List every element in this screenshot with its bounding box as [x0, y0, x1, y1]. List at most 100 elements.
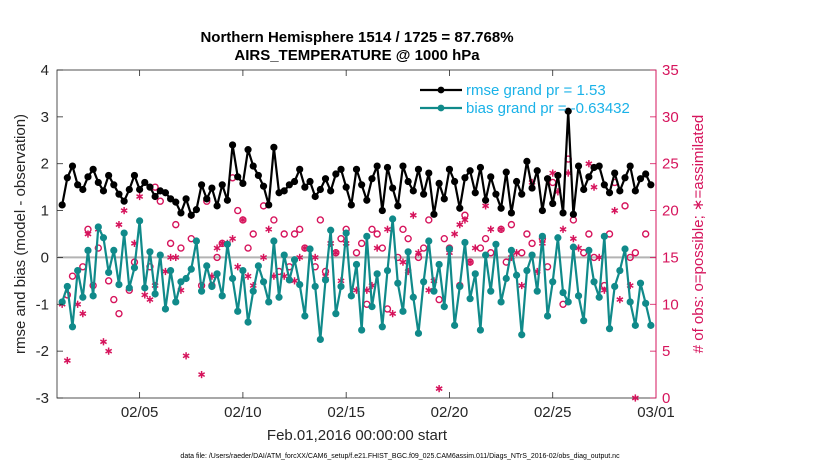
obs-possible-point	[172, 220, 180, 229]
rmse-point	[74, 181, 82, 189]
rmse-point	[574, 162, 583, 170]
rmse-point	[399, 162, 407, 170]
rmse-point	[420, 190, 428, 198]
obs-possible-point	[249, 230, 257, 238]
bias-point	[146, 248, 154, 256]
obs-possible-point	[373, 230, 381, 238]
bias-point	[120, 229, 128, 237]
obs-possible-point	[523, 230, 531, 238]
rmse-point	[146, 183, 154, 191]
bias-point	[177, 278, 185, 286]
bias-point	[249, 287, 257, 295]
rmse-point	[110, 181, 118, 189]
obs-assimilated-point	[115, 221, 123, 229]
rmse-point	[63, 174, 71, 182]
bias-point	[275, 293, 283, 301]
bias-point	[301, 312, 309, 320]
bias-point	[378, 323, 386, 331]
bias-point	[58, 298, 66, 306]
rmse-point	[254, 171, 262, 180]
data-file-footnote: data file: /Users/raeder/DAI/ATM_forcXX/…	[180, 453, 620, 460]
bias-point	[84, 246, 92, 254]
rmse-point	[182, 195, 190, 203]
bias-point	[569, 243, 577, 251]
bias-point	[523, 266, 531, 275]
bias-point	[223, 240, 232, 248]
bias-point	[192, 237, 201, 245]
bias-point	[141, 284, 149, 292]
bias-point	[151, 290, 159, 298]
bias-point	[533, 287, 541, 295]
bias-point	[512, 271, 521, 279]
bias-point	[89, 292, 97, 300]
rmse-point	[621, 174, 629, 182]
rmse-point	[301, 183, 309, 191]
obs-assimilated-point	[265, 225, 273, 233]
rmse-point	[409, 187, 417, 195]
obs-assimilated-point	[136, 192, 144, 201]
rmse-point	[425, 169, 433, 177]
obs-possible-point	[234, 206, 242, 215]
y-axis-label-left: rmse and bias (model - observation)	[12, 114, 29, 354]
rmse-point	[79, 185, 87, 194]
rmse-point	[347, 201, 355, 209]
y-right-tick-label: 35	[662, 62, 679, 79]
rmse-point	[94, 178, 102, 187]
obs-possible-point	[476, 244, 485, 252]
bias-point	[605, 325, 614, 333]
obs-assimilated-point	[244, 272, 252, 280]
obs-possible-point	[110, 295, 118, 304]
bias-point	[389, 215, 397, 223]
bias-point	[352, 260, 361, 269]
bias-point	[502, 274, 510, 283]
obs-possible-point	[290, 230, 299, 238]
obs-assimilated-point	[79, 310, 87, 318]
x-tick-label: 02/15	[327, 404, 365, 421]
rmse-point	[430, 210, 438, 218]
bias-point	[327, 226, 335, 234]
rmse-point	[549, 199, 557, 208]
bias-point	[156, 251, 164, 259]
rmse-point	[543, 175, 552, 183]
rmse-point	[68, 162, 77, 170]
obs-possible-point	[156, 197, 164, 205]
bias-point	[636, 279, 645, 287]
bias-point	[554, 234, 562, 242]
rmse-point	[223, 196, 232, 204]
bias-point	[435, 260, 443, 269]
rmse-point	[383, 163, 392, 172]
obs-assimilated-point	[399, 258, 407, 266]
obs-possible-point	[244, 244, 252, 252]
y-tick-label: 4	[41, 62, 49, 79]
obs-assimilated-point	[569, 235, 577, 243]
rmse-point	[523, 157, 531, 165]
legend-rmse-marker	[437, 86, 445, 94]
bias-point	[332, 310, 340, 318]
rmse-point	[502, 168, 510, 176]
y-tick-label: 1	[41, 203, 49, 220]
obs-possible-point	[404, 234, 412, 243]
bias-point	[290, 256, 299, 264]
rmse-point	[631, 187, 639, 195]
bias-point	[647, 321, 655, 329]
obs-assimilated-point	[616, 296, 624, 304]
rmse-point	[647, 181, 655, 189]
rmse-point	[476, 163, 485, 172]
bias-point	[621, 245, 629, 253]
obs-possible-point	[518, 249, 526, 257]
rmse-point	[518, 190, 526, 198]
bias-point	[368, 303, 376, 311]
bias-point	[347, 292, 355, 300]
rmse-point	[213, 202, 221, 210]
rmse-point	[99, 187, 108, 195]
obs-possible-point	[295, 225, 304, 234]
obs-assimilated-point	[456, 221, 464, 229]
obs-possible-point	[378, 244, 387, 252]
obs-assimilated-point	[631, 394, 639, 402]
y-right-tick-label: 30	[662, 109, 679, 126]
bias-point	[259, 278, 268, 286]
obs-assimilated-point	[311, 253, 319, 262]
rmse-point	[554, 171, 562, 180]
bias-point	[99, 234, 108, 242]
y-axis-label-right: # of obs: o=possible; ∗=assimilated	[690, 115, 707, 354]
